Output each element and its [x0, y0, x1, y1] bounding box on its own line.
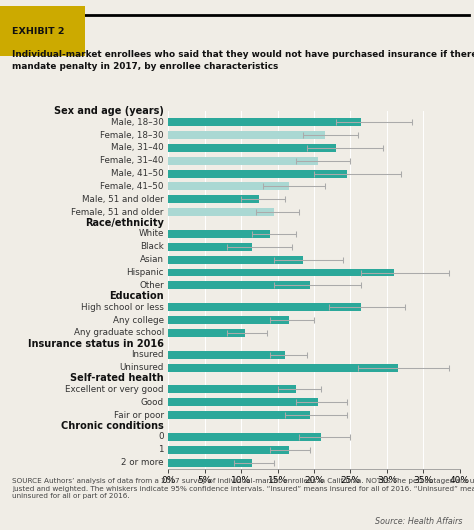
Bar [168, 303, 361, 311]
Text: Male, 51 and older: Male, 51 and older [82, 195, 164, 204]
Bar [168, 398, 318, 406]
Text: High school or less: High school or less [81, 303, 164, 312]
Bar [168, 208, 274, 216]
Text: Asian: Asian [140, 255, 164, 264]
Text: Male, 41–50: Male, 41–50 [111, 169, 164, 178]
Bar [168, 433, 321, 441]
Text: Self-rated health: Self-rated health [70, 373, 164, 383]
Bar [168, 118, 361, 126]
Text: 0: 0 [158, 432, 164, 441]
Bar [168, 281, 310, 289]
Text: Female, 51 and older: Female, 51 and older [72, 208, 164, 217]
Text: Uninsured: Uninsured [119, 363, 164, 372]
Bar [168, 255, 303, 263]
Text: Hispanic: Hispanic [127, 268, 164, 277]
Bar [168, 230, 270, 238]
Text: Female, 41–50: Female, 41–50 [100, 182, 164, 191]
Bar [168, 196, 259, 204]
Bar [168, 157, 318, 165]
Text: Male, 18–30: Male, 18–30 [111, 118, 164, 127]
Text: Excellent or very good: Excellent or very good [65, 385, 164, 394]
Bar [168, 329, 245, 337]
Text: Female, 31–40: Female, 31–40 [100, 156, 164, 165]
Bar [168, 385, 296, 393]
Text: White: White [138, 229, 164, 239]
Text: Good: Good [141, 398, 164, 407]
Text: Source: Health Affairs: Source: Health Affairs [375, 517, 462, 526]
Text: Female, 18–30: Female, 18–30 [100, 130, 164, 139]
Text: Insurance status in 2016: Insurance status in 2016 [28, 339, 164, 349]
Text: Insured: Insured [131, 350, 164, 359]
Text: Fair or poor: Fair or poor [114, 411, 164, 420]
Bar [168, 243, 252, 251]
Bar [168, 182, 289, 190]
Text: Any college: Any college [113, 315, 164, 324]
Bar [168, 351, 285, 359]
Bar [168, 446, 289, 454]
Bar [168, 170, 347, 178]
Bar [168, 364, 398, 372]
Bar [168, 316, 289, 324]
Bar [168, 131, 325, 139]
Text: Black: Black [140, 242, 164, 251]
Text: 2 or more: 2 or more [121, 458, 164, 467]
Bar [168, 458, 252, 466]
Text: SOURCE Authors’ analysis of data from a 2017 survey of individual-market enrolle: SOURCE Authors’ analysis of data from a … [12, 478, 474, 499]
Text: Individual-market enrollees who said that they would not have purchased insuranc: Individual-market enrollees who said tha… [12, 50, 474, 71]
Text: Any graduate school: Any graduate school [73, 329, 164, 338]
Text: Other: Other [139, 281, 164, 290]
Text: 1: 1 [158, 445, 164, 454]
Bar [168, 269, 394, 277]
Bar [168, 411, 310, 419]
Text: Sex and age (years): Sex and age (years) [54, 106, 164, 116]
Text: Male, 31–40: Male, 31–40 [111, 144, 164, 153]
Text: Education: Education [109, 291, 164, 301]
Text: EXHIBIT 2: EXHIBIT 2 [12, 26, 64, 36]
Bar [168, 144, 336, 152]
Text: Chronic conditions: Chronic conditions [61, 421, 164, 431]
Text: Race/ethnicity: Race/ethnicity [85, 218, 164, 228]
